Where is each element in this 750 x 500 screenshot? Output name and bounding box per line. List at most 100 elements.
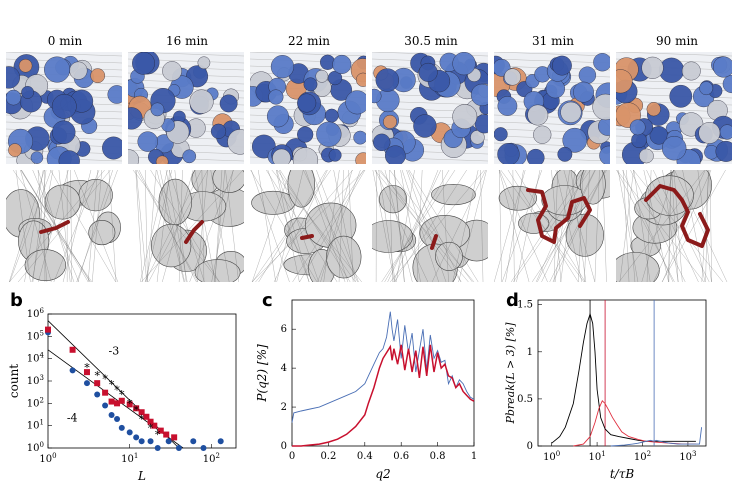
time-label-3: 30.5 min [404, 34, 458, 48]
time-label-5: 90 min [655, 34, 699, 48]
data-point [163, 431, 170, 438]
series-line [573, 400, 696, 447]
mesh-snapshot [372, 170, 488, 282]
y-tick-label: 102 [27, 396, 44, 409]
data-point: * [119, 388, 125, 401]
x-tick-label: 100 [543, 450, 560, 463]
y-tick-label: 4 [281, 363, 287, 374]
series-line [291, 311, 475, 423]
data-point [118, 424, 125, 431]
time-label-1: 16 min [165, 34, 209, 48]
data-point [190, 438, 197, 445]
series-line [292, 344, 475, 447]
plot-frame [537, 299, 707, 447]
data-point: * [148, 422, 154, 435]
x-tick-label: 0 [289, 451, 295, 462]
mesh-snapshot [128, 170, 244, 282]
series-line [610, 427, 703, 447]
y-axis-label: count [7, 364, 21, 398]
y-tick-label: 100 [27, 441, 44, 454]
x-tick-label: 103 [679, 450, 696, 463]
data-point [94, 391, 101, 398]
y-tick-label: 104 [27, 352, 45, 365]
y-tick-label: 0 [281, 441, 287, 452]
data-point [108, 412, 115, 419]
x-tick-label: 0.2 [320, 451, 336, 462]
chart-c: 0 2 4 6 0 0.2 0.4 0.6 0.8 1 q2 P(q2) [%] [255, 299, 477, 481]
panel-label-d: d [506, 290, 519, 311]
series-line [551, 312, 696, 444]
chart-d: 0 0.5 1 1.5 100 101 102 103 t/τB Pbreak(L > 3) [%… [504, 299, 707, 481]
data-point [126, 429, 133, 436]
mesh-snapshot [616, 170, 732, 282]
data-point [45, 326, 51, 333]
x-tick-label: 101 [588, 450, 605, 463]
x-tick-label: 1 [471, 451, 477, 462]
particle-snapshot [250, 52, 366, 164]
plot-frame [291, 299, 475, 447]
x-axis-label: q2 [375, 467, 390, 481]
y-tick-label: 101 [27, 419, 44, 432]
data-point: * [114, 384, 120, 397]
data-point: * [102, 373, 108, 386]
y-tick-label: 0.5 [517, 394, 533, 405]
y-tick-label: 105 [27, 329, 44, 342]
y-tick-label: 6 [281, 324, 287, 335]
data-point: * [109, 378, 115, 391]
panel-label-b: b [10, 290, 23, 311]
x-tick-label: 0.8 [430, 451, 446, 462]
data-point [165, 438, 172, 445]
data-point [102, 389, 109, 396]
data-point [102, 402, 109, 409]
data-point [114, 400, 121, 407]
data-point [83, 369, 90, 376]
y-axis-label: Pbreak(L > 3) [%] [504, 322, 517, 425]
particle-snapshot [372, 52, 488, 164]
data-point [94, 380, 101, 387]
data-point: * [155, 429, 161, 442]
panel-label-c: c [262, 290, 273, 311]
mesh-snapshot [250, 170, 366, 282]
plot-frame [47, 313, 237, 449]
data-point [133, 405, 140, 412]
y-tick-label: 1 [527, 347, 533, 358]
data-point [69, 346, 76, 353]
data-point [171, 434, 178, 441]
x-axis-label: t/τB [610, 467, 635, 481]
x-tick-label: 0.4 [357, 451, 373, 462]
y-tick-label: 1.5 [517, 300, 533, 311]
x-axis-label: L [137, 469, 146, 483]
data-point [175, 445, 182, 451]
data-point [133, 434, 140, 441]
x-tick-label: 100 [39, 452, 56, 465]
data-point [126, 401, 133, 408]
y-axis-label: P(q2) [%] [255, 344, 269, 403]
data-point [138, 409, 145, 416]
data-point [118, 397, 125, 404]
data-point: * [94, 369, 100, 382]
slope-annotation: -3 [108, 345, 119, 358]
data-point [108, 398, 115, 405]
data-point [147, 438, 154, 445]
data-point: * [84, 362, 90, 375]
particle-snapshot [616, 52, 732, 164]
time-label-4: 31 min [531, 34, 575, 48]
data-point [200, 445, 207, 451]
mesh-snapshot [494, 170, 610, 282]
x-tick-label: 102 [203, 452, 220, 465]
data-point [147, 418, 154, 425]
data-point [114, 415, 121, 422]
time-label-2: 22 min [287, 34, 331, 48]
data-point [151, 422, 158, 429]
y-tick-label: 106 [27, 307, 45, 320]
data-point [154, 445, 161, 451]
data-point [83, 380, 90, 387]
mesh-snapshot [6, 170, 122, 282]
y-tick-label: 103 [27, 374, 44, 387]
data-point [138, 438, 145, 445]
data-point: * [127, 397, 133, 410]
particle-snapshot [494, 52, 610, 164]
data-point [157, 427, 164, 434]
y-tick-label: 2 [281, 402, 287, 413]
